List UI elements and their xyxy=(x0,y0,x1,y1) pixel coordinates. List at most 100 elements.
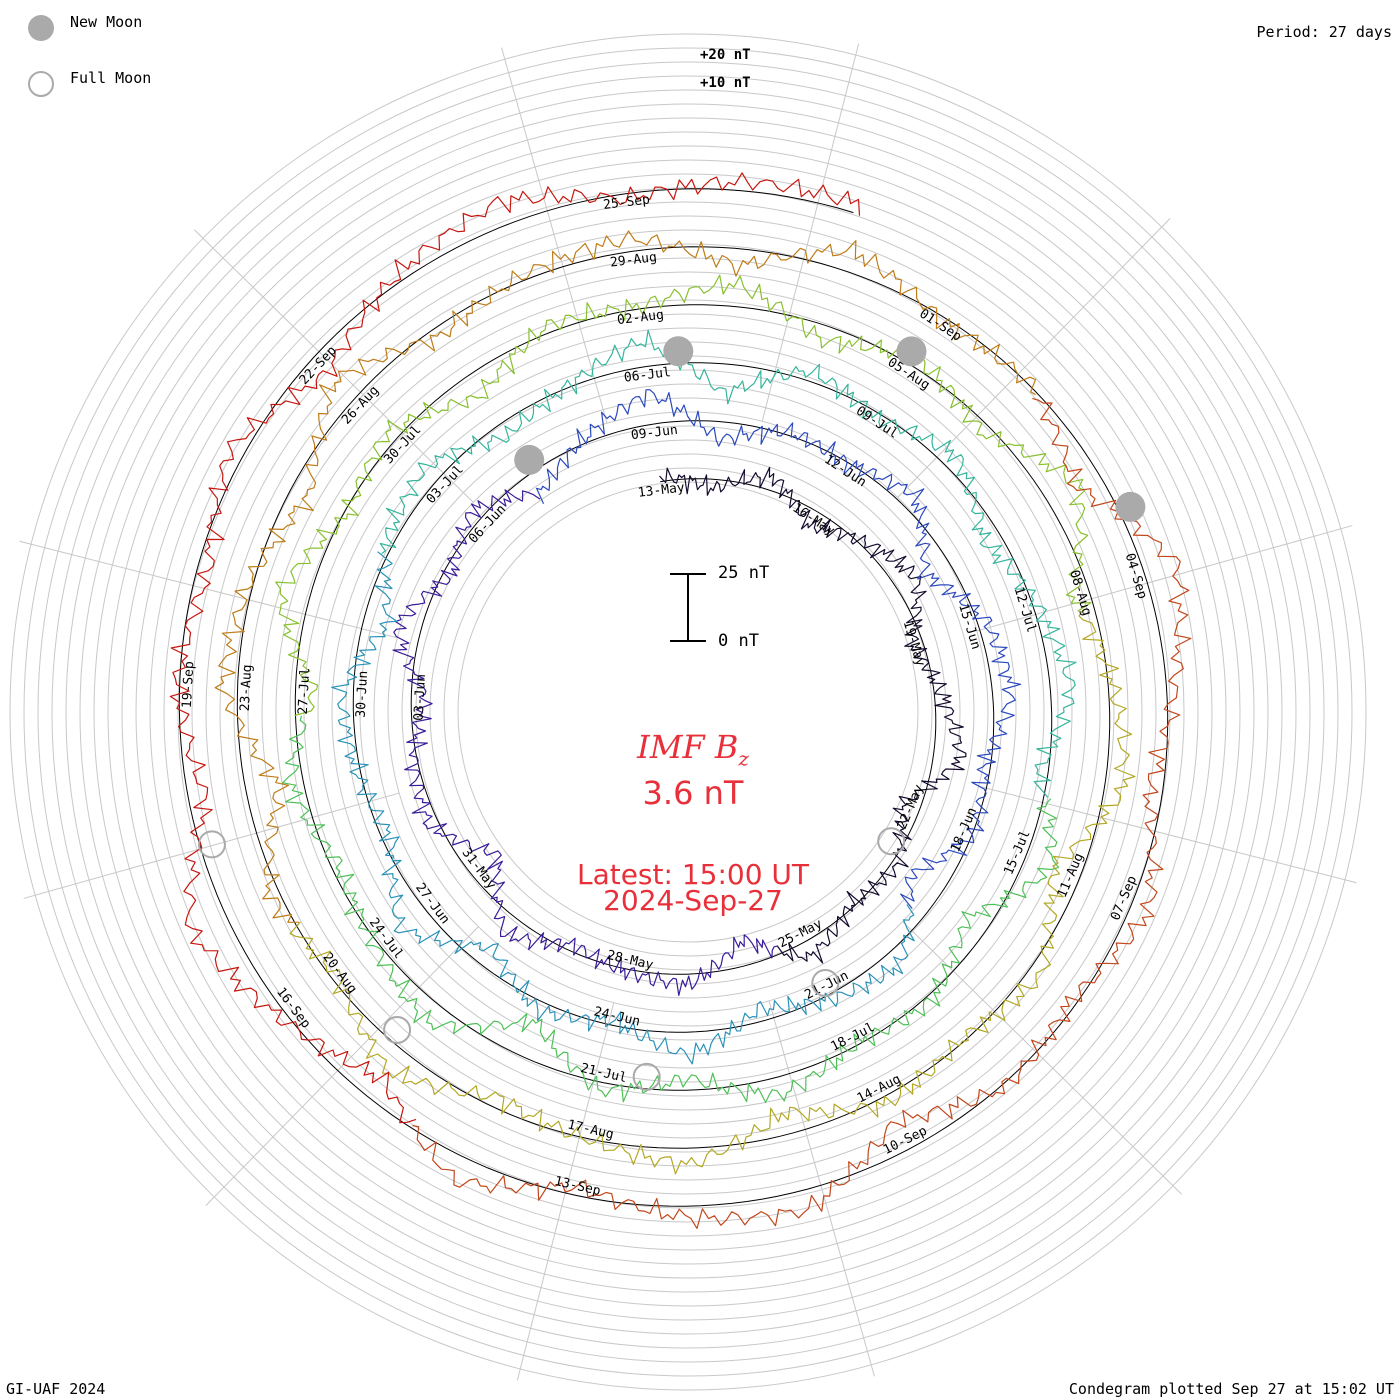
bz-trace-layer xyxy=(169,172,1192,1229)
date-tick-label: 29-Aug xyxy=(609,250,657,271)
grid-circle xyxy=(79,103,1297,1321)
grid-circle xyxy=(303,327,1073,1097)
grid-circle xyxy=(415,439,961,985)
new-moon-marker xyxy=(663,336,694,367)
current-value: 3.6 nT xyxy=(642,774,744,812)
grid-circle xyxy=(401,425,975,999)
full-moon-marker xyxy=(197,830,226,859)
grid-circle xyxy=(205,229,1171,1195)
bz-trace-segment xyxy=(379,329,1077,798)
grid-circle xyxy=(191,215,1185,1209)
grid-layer xyxy=(9,33,1367,1391)
bz-trace-segment xyxy=(536,389,1022,909)
new-moon-marker xyxy=(1115,491,1146,522)
grid-spoke xyxy=(768,1000,875,1377)
zero-reference-ring xyxy=(410,423,937,975)
date-tick-layer: 13-May16-May19-May22-May25-May28-May31-M… xyxy=(180,192,1150,1199)
bz-trace-segment xyxy=(331,551,915,1065)
date-tick-label: 03-Jun xyxy=(412,674,430,722)
footer-credit: GI-UAF 2024 xyxy=(6,1380,106,1398)
grid-spoke xyxy=(978,785,1357,884)
scale-top-label: 25 nT xyxy=(718,563,770,583)
period-label: Period: 27 days xyxy=(1256,23,1392,41)
grid-circle xyxy=(37,61,1339,1363)
bz-trace-segment xyxy=(412,397,1192,1229)
scale-bar xyxy=(670,573,706,642)
full-moon-marker xyxy=(877,827,906,856)
grid-spoke xyxy=(501,47,608,424)
new-moon-label: New Moon xyxy=(70,13,143,31)
zero-reference-ring xyxy=(625,188,854,214)
latest-time: Latest: 15:00 UT xyxy=(576,858,810,891)
grid-circle xyxy=(443,467,933,957)
amplitude-label-10: +10 nT xyxy=(700,75,751,91)
grid-circle xyxy=(219,243,1157,1181)
grid-spoke xyxy=(761,43,860,422)
latest-date: 2024-Sep-27 xyxy=(603,884,783,917)
full-moon-marker xyxy=(632,1062,661,1091)
grid-circle xyxy=(359,383,1017,1041)
grid-circle xyxy=(9,33,1367,1391)
grid-spoke xyxy=(23,792,400,899)
zero-reference-ring xyxy=(178,193,1169,1207)
grid-circle xyxy=(163,187,1213,1237)
date-tick-label: 10-Sep xyxy=(881,1123,930,1158)
date-tick-label: 03-Jul xyxy=(424,462,467,507)
full-moon-marker xyxy=(383,1015,412,1044)
grid-circle xyxy=(387,411,989,1013)
grid-circle xyxy=(121,145,1255,1279)
date-tick-label: 30-Jun xyxy=(354,670,372,718)
grid-circle xyxy=(261,285,1115,1139)
bz-trace-segment xyxy=(169,172,861,1124)
grid-circle xyxy=(457,481,919,943)
grid-circle xyxy=(331,355,1045,1069)
grid-circle xyxy=(247,271,1129,1153)
grid-circle xyxy=(93,117,1283,1307)
footer-plotted: Condegram plotted Sep 27 at 15:02 UT xyxy=(1068,1380,1394,1398)
date-tick-label: 09-Jun xyxy=(630,423,678,444)
new-moon-icon xyxy=(28,15,54,41)
grid-circle xyxy=(177,201,1199,1223)
grid-circle xyxy=(23,47,1353,1377)
new-moon-marker xyxy=(896,336,927,367)
bz-trace-segment xyxy=(289,609,1136,1175)
date-tick-label: 18-Jul xyxy=(829,1020,878,1055)
full-moon-label: Full Moon xyxy=(70,69,152,87)
full-moon-icon xyxy=(28,71,54,97)
date-tick-label: 23-Aug xyxy=(238,664,256,712)
parameter-title: IMF Bz xyxy=(637,728,749,771)
grid-circle xyxy=(317,341,1059,1083)
date-tick-label: 27-Jul xyxy=(296,667,314,715)
bz-trace-segment xyxy=(214,230,1037,923)
zero-reference-ring xyxy=(294,308,1053,1091)
grid-circle xyxy=(51,75,1325,1349)
grid-spoke xyxy=(897,218,1171,498)
grid-circle xyxy=(107,131,1269,1293)
zero-reference-ring xyxy=(352,366,995,1033)
grid-circle xyxy=(65,89,1311,1335)
new-moon-marker xyxy=(514,444,545,475)
bz-trace-segment xyxy=(275,274,1092,717)
grid-spoke xyxy=(19,540,398,639)
grid-circle xyxy=(135,159,1241,1265)
grid-circle xyxy=(233,257,1143,1167)
bz-trace-segment xyxy=(282,715,1060,1103)
scale-bottom-label: 0 nT xyxy=(718,631,759,651)
date-tick-label: 19-Sep xyxy=(180,661,198,709)
date-tick-label: 06-Jul xyxy=(623,365,671,386)
grid-circle xyxy=(289,313,1087,1111)
moon-marker-layer xyxy=(197,336,1146,1091)
date-tick-label: 26-Aug xyxy=(339,383,382,428)
grid-spoke xyxy=(976,525,1353,632)
reference-circles xyxy=(178,188,1169,1207)
date-tick-label: 13-May xyxy=(637,480,686,501)
date-tick-label: 25-Sep xyxy=(602,192,651,213)
full-moon-marker xyxy=(811,968,840,997)
bz-trace-segment xyxy=(659,466,967,964)
amplitude-label-20: +20 nT xyxy=(700,47,751,63)
grid-circle xyxy=(275,299,1101,1125)
grid-circle xyxy=(429,453,947,971)
grid-spoke xyxy=(205,926,479,1206)
bz-trace-segment xyxy=(392,489,778,996)
